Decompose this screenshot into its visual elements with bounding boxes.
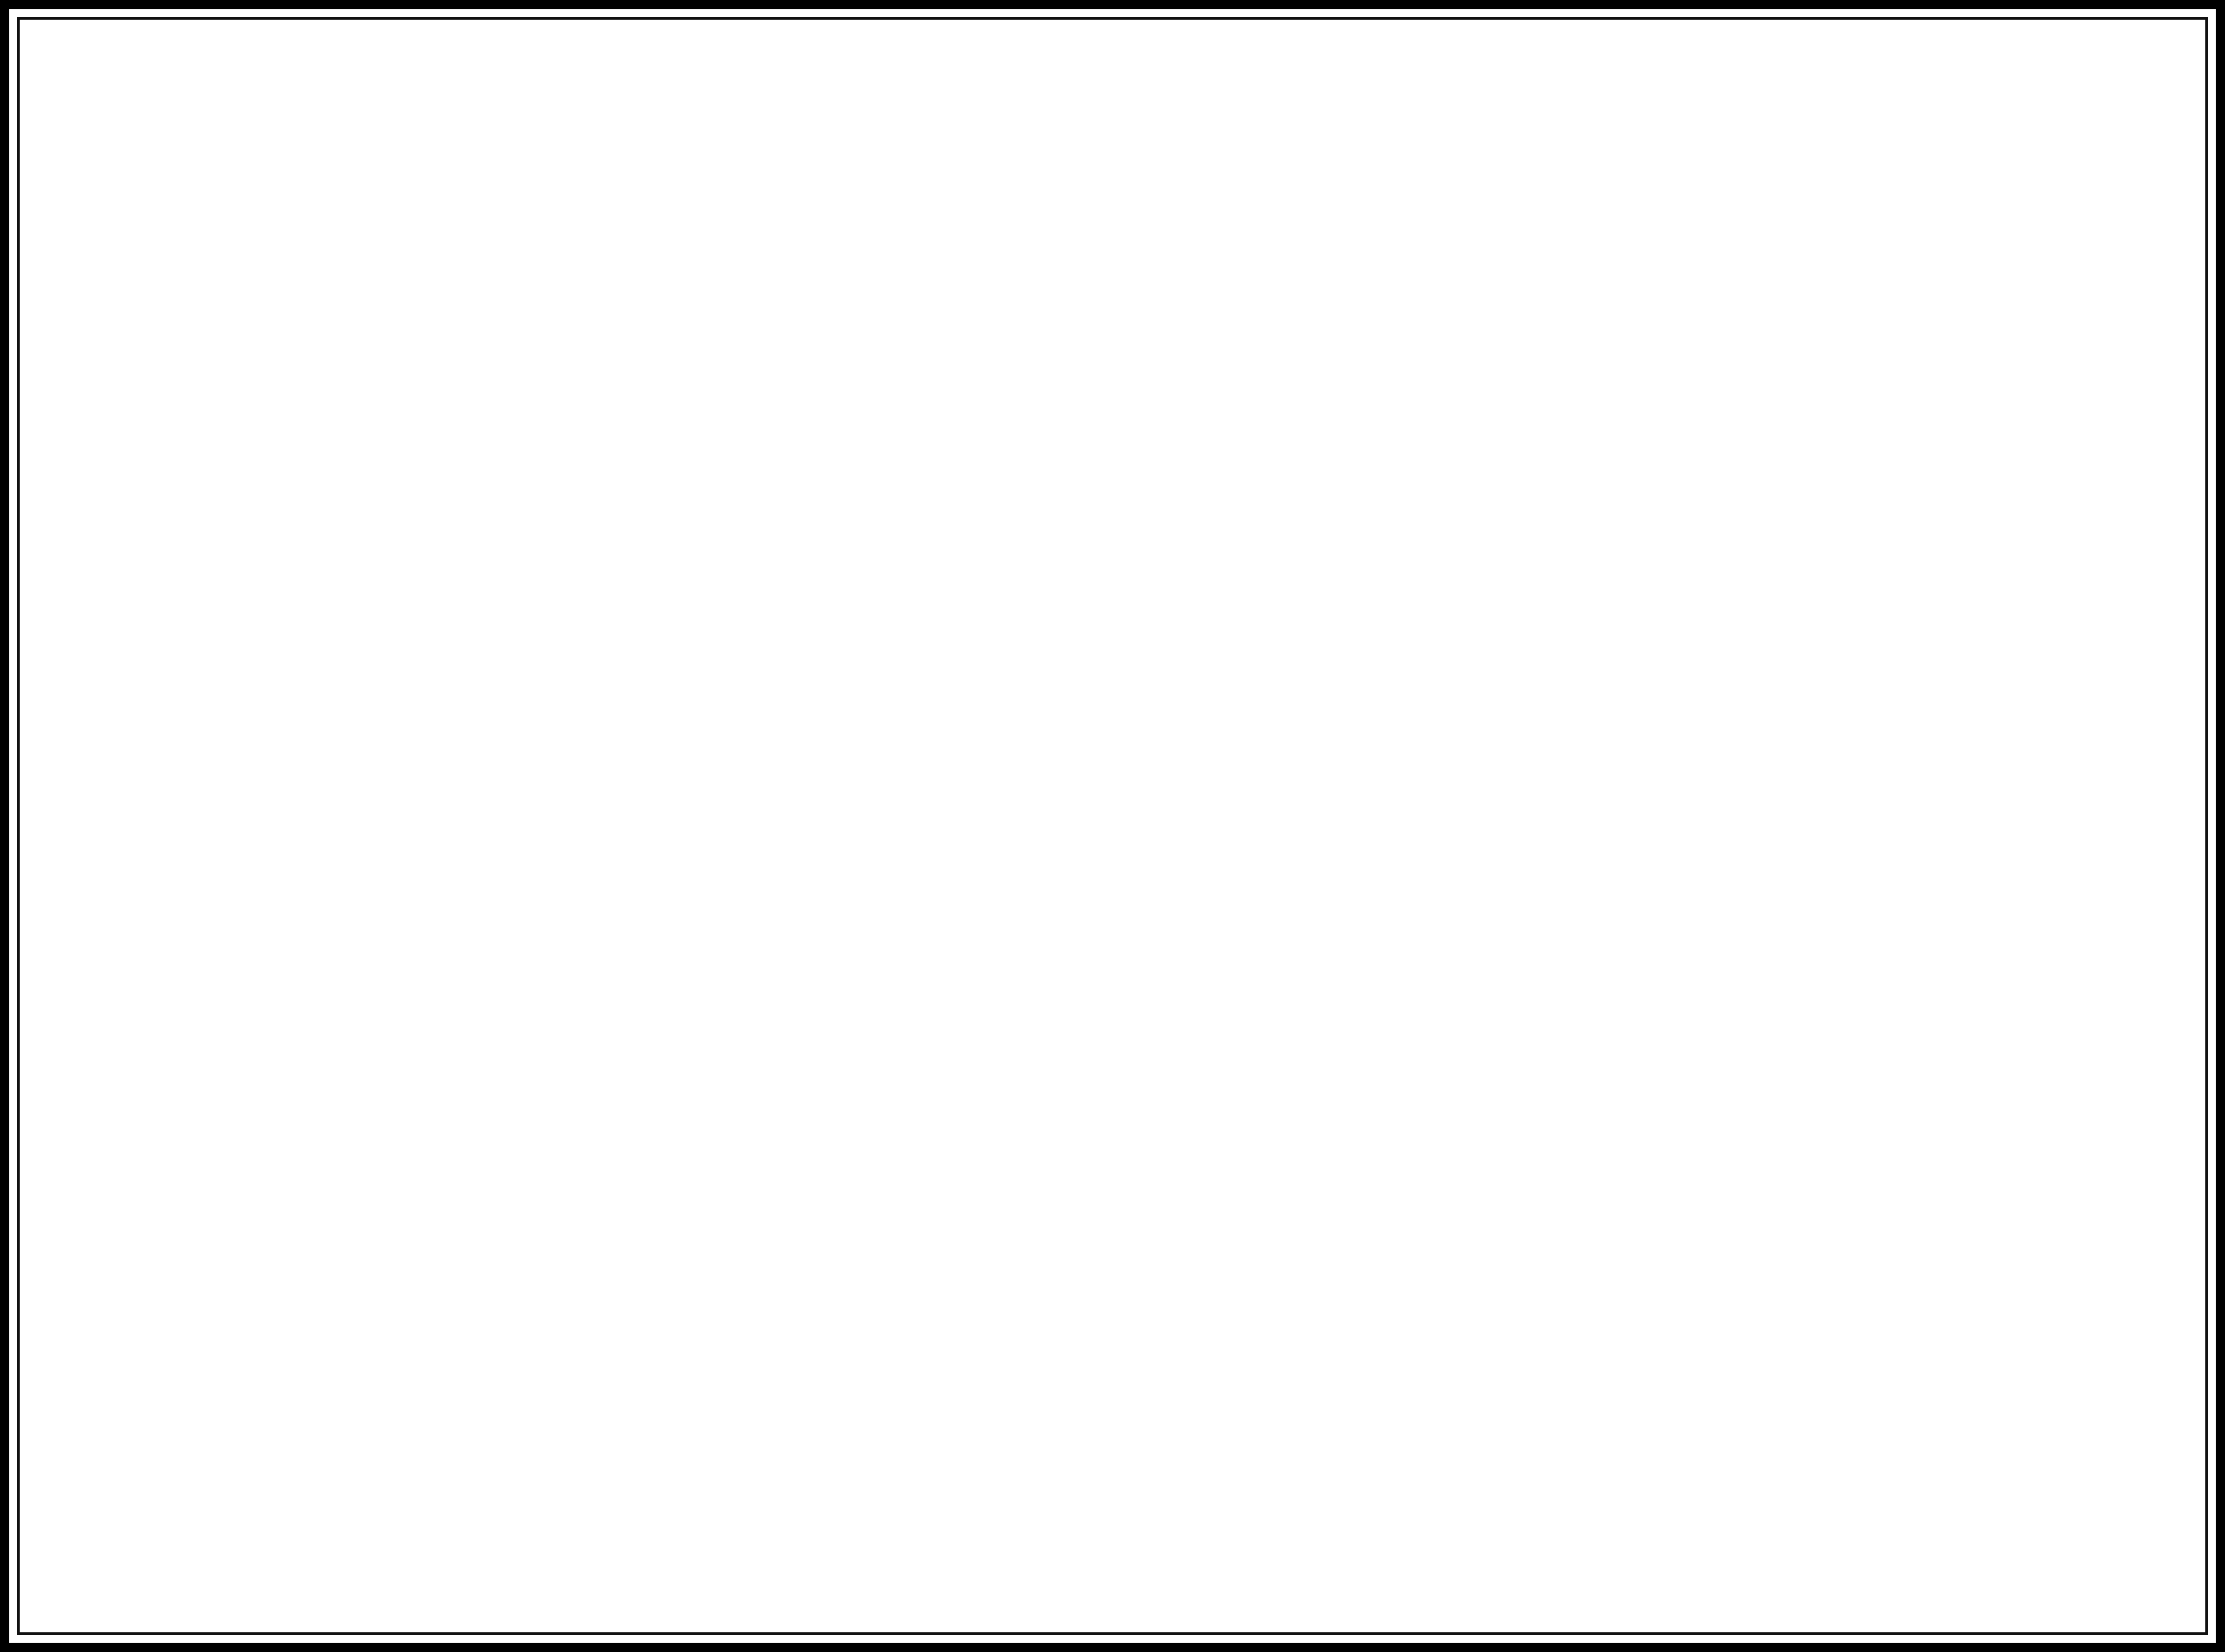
inner-frame <box>17 17 2208 1635</box>
